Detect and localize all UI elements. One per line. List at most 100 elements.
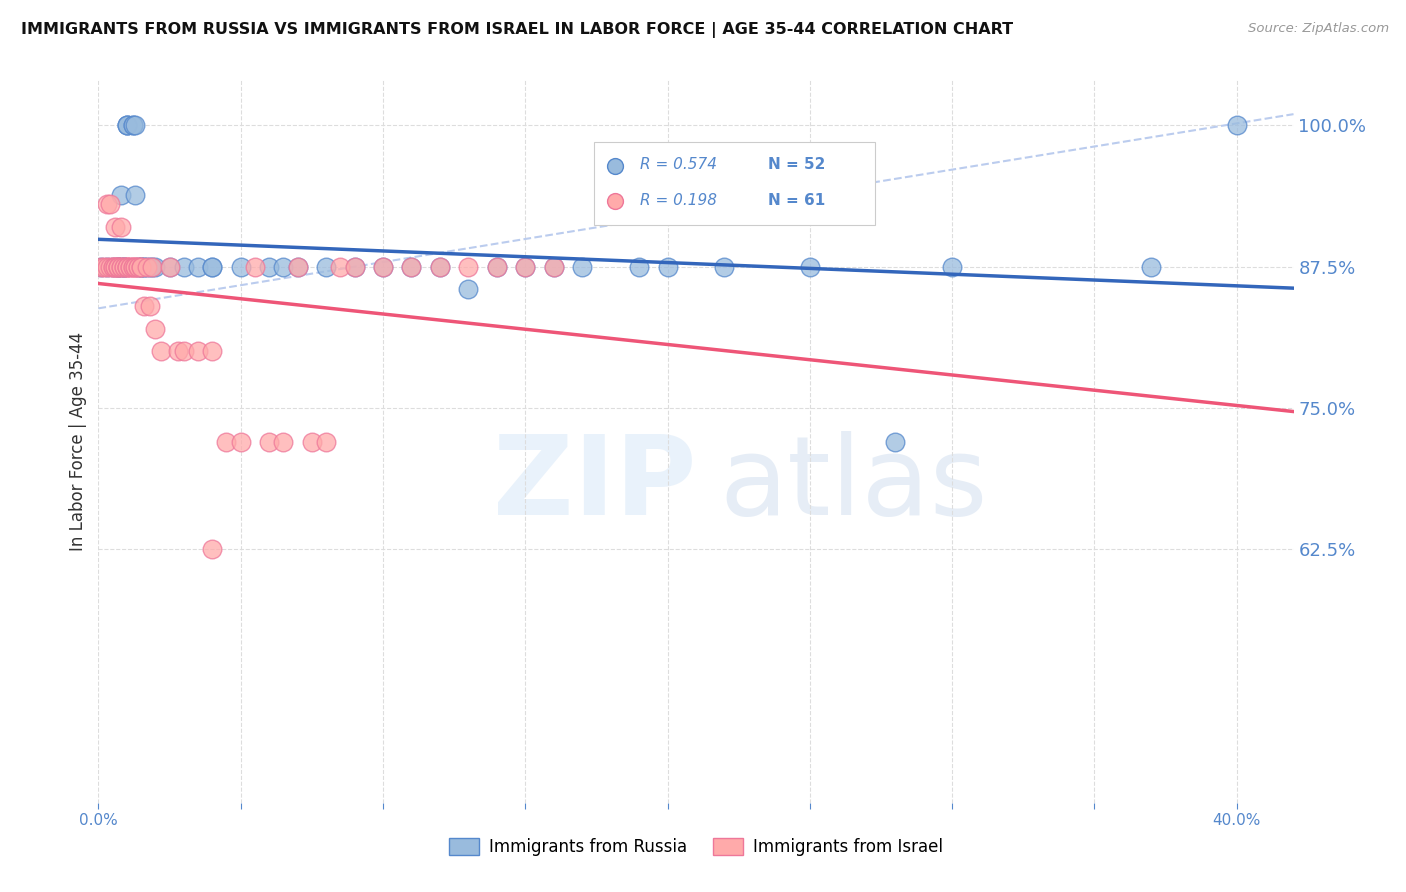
Point	[127, 260, 149, 274]
Point	[799, 260, 821, 274]
Point	[107, 260, 129, 274]
FancyBboxPatch shape	[595, 142, 875, 225]
Point	[159, 260, 181, 274]
Text: N = 61: N = 61	[768, 194, 825, 209]
Point	[124, 119, 146, 133]
Point	[107, 260, 129, 274]
Point	[110, 220, 132, 235]
Point	[485, 260, 508, 274]
Point	[884, 434, 907, 449]
Point	[201, 541, 224, 556]
Point	[229, 260, 252, 274]
Point	[457, 282, 479, 296]
Point	[371, 260, 394, 274]
Point	[129, 260, 152, 274]
Point	[571, 260, 593, 274]
Point	[93, 260, 115, 274]
Point	[215, 434, 238, 449]
Point	[132, 260, 155, 274]
Point	[135, 260, 157, 274]
Point	[115, 260, 138, 274]
Point	[115, 119, 138, 133]
Point	[429, 260, 451, 274]
Point	[257, 260, 280, 274]
Point	[343, 260, 366, 274]
Point	[104, 260, 127, 274]
Point	[132, 299, 155, 313]
Point	[112, 260, 135, 274]
Point	[90, 260, 112, 274]
Point	[121, 260, 143, 274]
Point	[115, 119, 138, 133]
Point	[98, 260, 121, 274]
Point	[112, 260, 135, 274]
Point	[657, 260, 679, 274]
Point	[187, 344, 209, 359]
Point	[187, 260, 209, 274]
Point	[543, 260, 565, 274]
Point	[287, 260, 309, 274]
Point	[138, 260, 160, 274]
Text: R = 0.574: R = 0.574	[640, 157, 717, 172]
Point	[1316, 252, 1339, 266]
Point	[129, 260, 152, 274]
Point	[343, 260, 366, 274]
Point	[138, 299, 160, 313]
Point	[127, 260, 149, 274]
Point	[121, 119, 143, 133]
Point	[229, 434, 252, 449]
Point	[107, 260, 129, 274]
Point	[273, 260, 295, 274]
Point	[1140, 260, 1163, 274]
Point	[1316, 307, 1339, 321]
Point	[315, 260, 337, 274]
Point	[127, 260, 149, 274]
Point	[132, 260, 155, 274]
Point	[543, 260, 565, 274]
Point	[107, 260, 129, 274]
Text: N = 52: N = 52	[768, 157, 825, 172]
Point	[1226, 119, 1249, 133]
Point	[90, 260, 112, 274]
Point	[143, 321, 166, 335]
Point	[96, 197, 118, 211]
Point	[201, 260, 224, 274]
Point	[141, 260, 163, 274]
Text: R = 0.198: R = 0.198	[640, 194, 717, 209]
Point	[104, 220, 127, 235]
Point	[243, 260, 266, 274]
Point	[115, 119, 138, 133]
Point	[110, 188, 132, 202]
Point	[941, 260, 963, 274]
Y-axis label: In Labor Force | Age 35-44: In Labor Force | Age 35-44	[69, 332, 87, 551]
Point	[121, 260, 143, 274]
Legend: Immigrants from Russia, Immigrants from Israel: Immigrants from Russia, Immigrants from …	[443, 831, 949, 863]
Point	[329, 260, 352, 274]
Point	[713, 260, 735, 274]
Point	[124, 188, 146, 202]
Point	[101, 260, 124, 274]
Point	[167, 344, 190, 359]
Point	[124, 260, 146, 274]
Point	[110, 260, 132, 274]
Point	[124, 260, 146, 274]
Point	[173, 344, 195, 359]
Point	[101, 260, 124, 274]
Point	[115, 260, 138, 274]
Point	[201, 344, 224, 359]
Point	[257, 434, 280, 449]
Point	[371, 260, 394, 274]
Point	[143, 260, 166, 274]
Point	[429, 260, 451, 274]
Point	[173, 260, 195, 274]
Point	[96, 260, 118, 274]
Point	[141, 260, 163, 274]
Text: Source: ZipAtlas.com: Source: ZipAtlas.com	[1249, 22, 1389, 36]
Point	[129, 260, 152, 274]
Point	[110, 260, 132, 274]
Point	[150, 344, 173, 359]
Point	[115, 260, 138, 274]
Point	[159, 260, 181, 274]
Point	[107, 260, 129, 274]
Text: atlas: atlas	[720, 432, 988, 539]
